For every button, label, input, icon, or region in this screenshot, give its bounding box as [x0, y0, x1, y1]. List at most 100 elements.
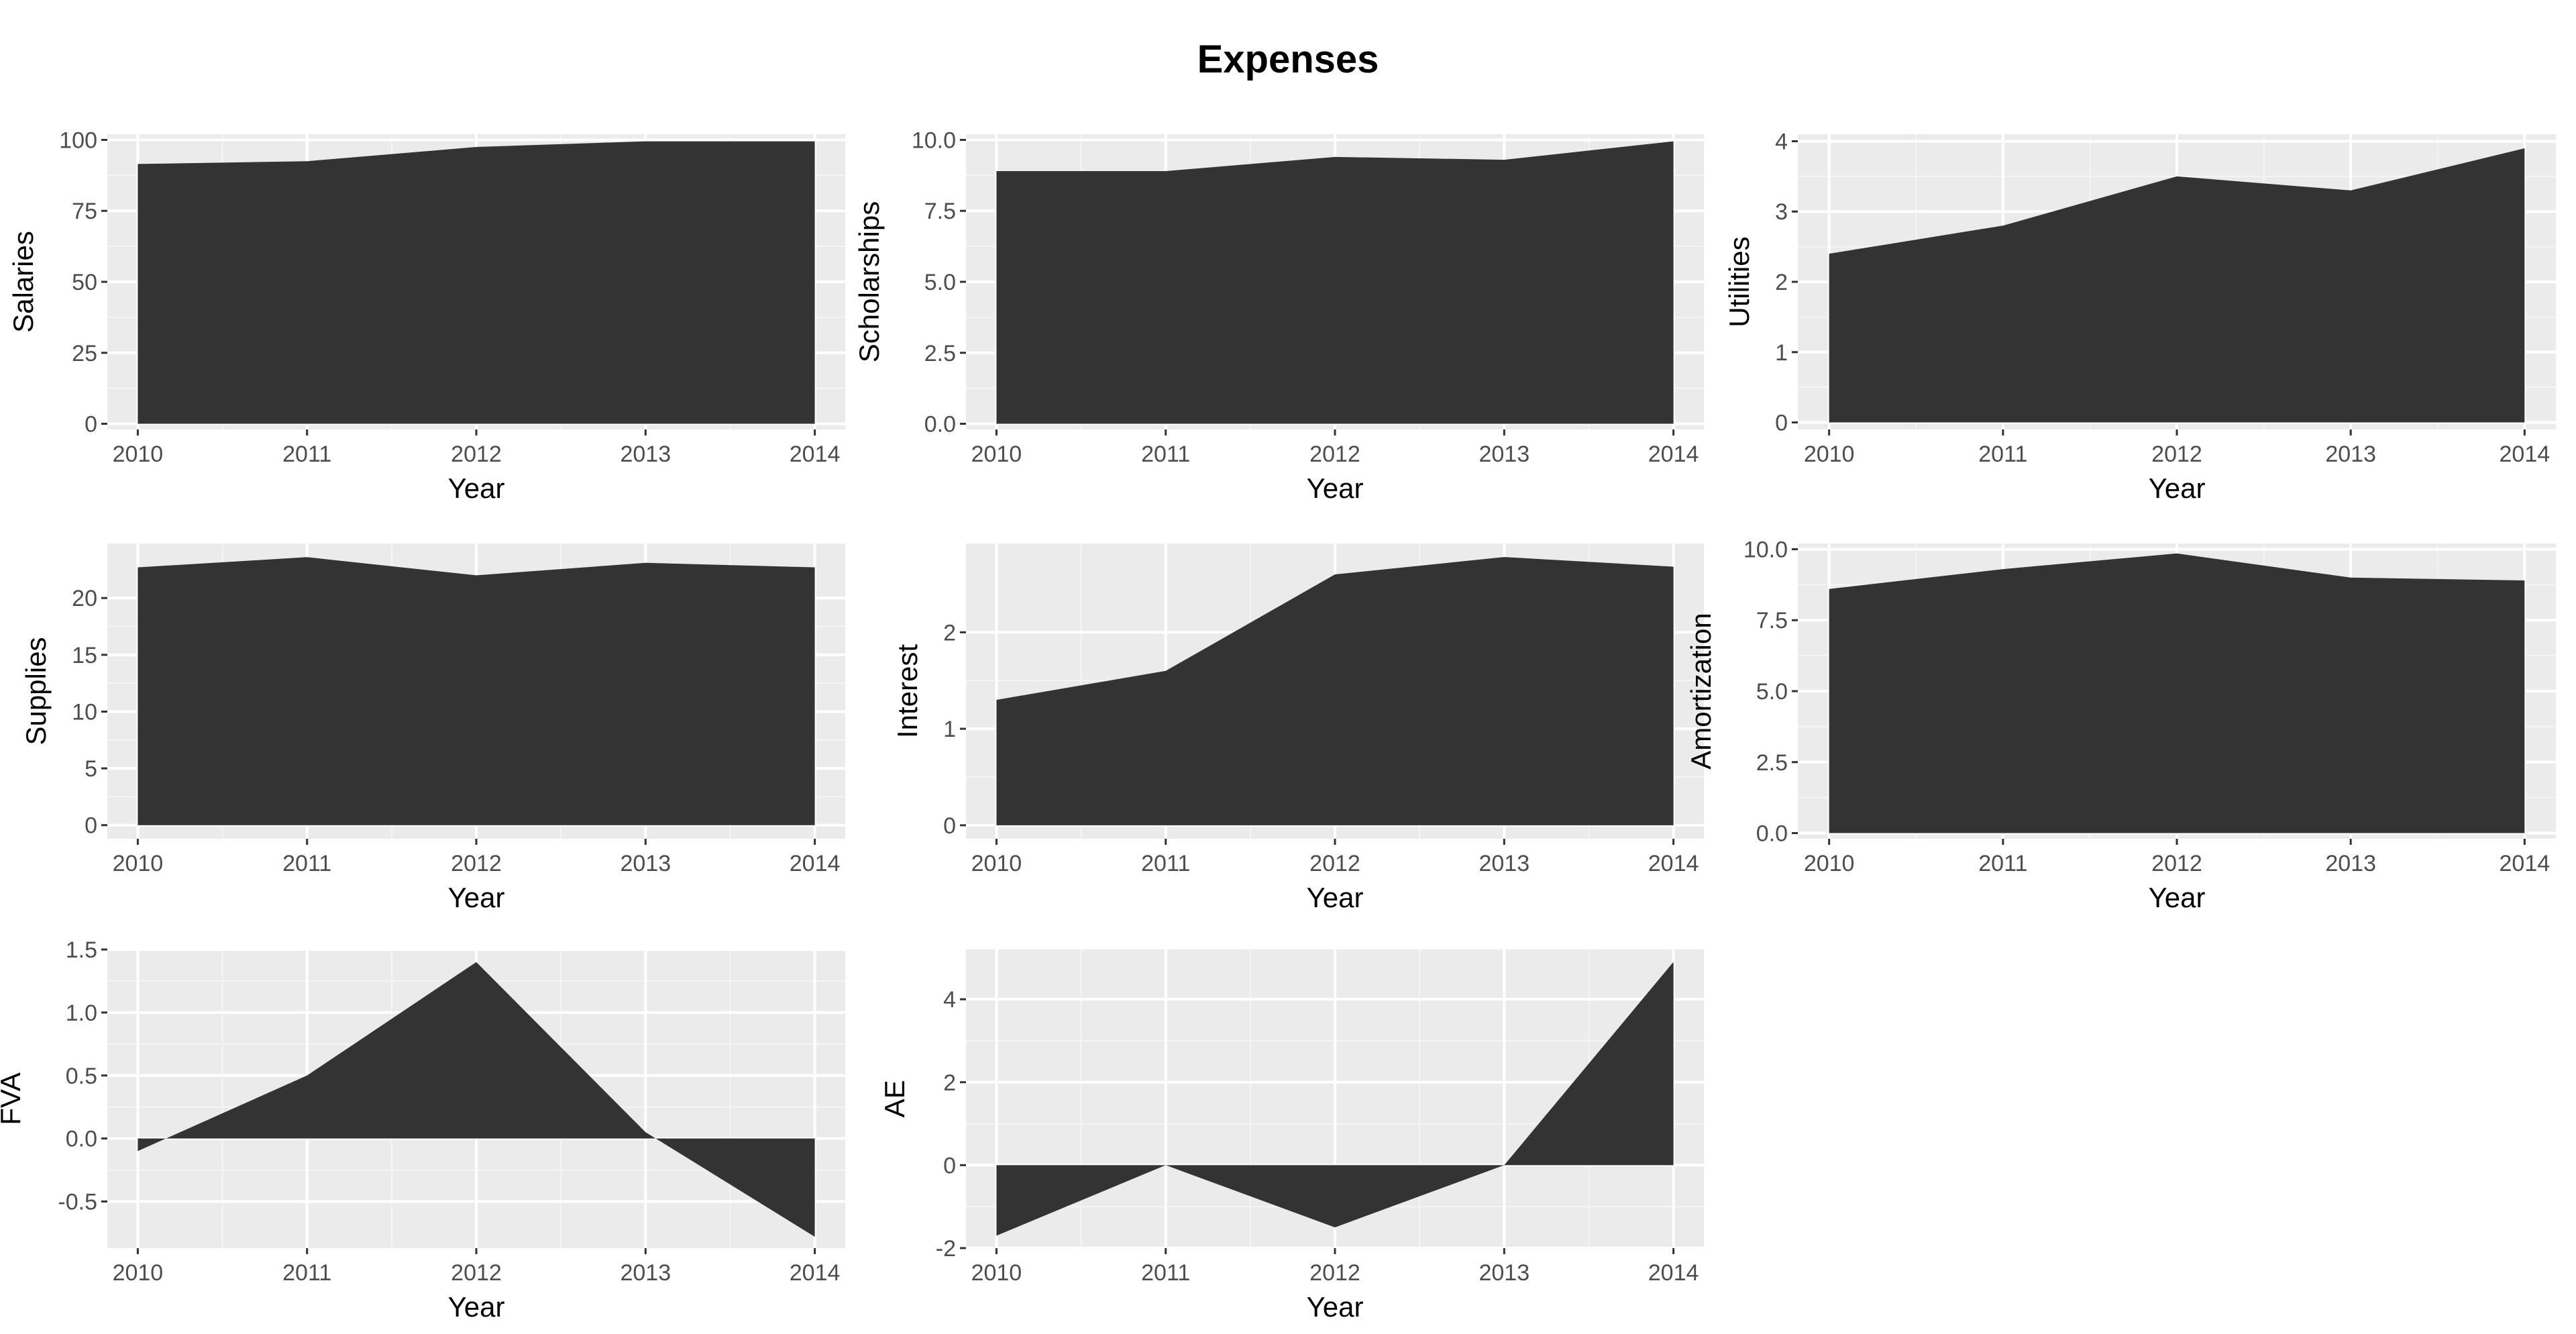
utilities-x-tick-label: 2010	[1804, 442, 1855, 467]
utilities-y-tick-label: 3	[1775, 199, 1788, 225]
scholarships-x-tick-label: 2010	[971, 442, 1022, 467]
scholarships-area	[996, 141, 1674, 424]
utilities-x-tick-label: 2013	[2325, 442, 2376, 467]
scholarships-x-tick-label: 2011	[1141, 442, 1190, 467]
fva-y-axis-title: FVA	[0, 1072, 26, 1125]
salaries-x-tick-label: 2014	[790, 442, 841, 467]
interest-x-tick-label: 2011	[1141, 851, 1190, 876]
amortization-x-tick-label: 2010	[1804, 851, 1855, 876]
scholarships-y-axis-title: Scholarships	[853, 201, 885, 362]
salaries-x-axis-title: Year	[448, 472, 505, 504]
salaries-area	[138, 141, 815, 424]
supplies-y-tick-label: 5	[85, 756, 97, 782]
ae-y-tick-label: 4	[943, 987, 956, 1013]
interest-x-tick-label: 2013	[1479, 851, 1529, 876]
supplies-area	[138, 557, 815, 825]
amortization-y-tick-label: 5.0	[1756, 679, 1788, 705]
supplies-panel: 0 5 10 15 20 2010 2011 2012 2013 2014 Year Supplies	[20, 544, 845, 913]
utilities-y-tick-label: 0	[1775, 411, 1788, 436]
amortization-y-tick-label: 7.5	[1756, 608, 1788, 633]
amortization-y-tick-label: 10.0	[1743, 537, 1788, 562]
supplies-x-tick-label: 2010	[113, 851, 164, 876]
utilities-panel: 0 1 2 3 4 2010 2011 2012 2013 2014 Year Utilities	[1723, 129, 2556, 504]
supplies-x-tick-label: 2013	[620, 851, 671, 876]
utilities-y-tick-label: 1	[1775, 340, 1788, 366]
interest-y-axis-title: Interest	[892, 644, 923, 738]
salaries-y-tick-label: 75	[72, 199, 97, 224]
fva-y-tick-label: 1.0	[66, 1000, 97, 1026]
amortization-x-tick-label: 2014	[2500, 851, 2551, 876]
amortization-y-tick-label: 0.0	[1756, 821, 1788, 847]
amortization-y-axis-title: Amortization	[1685, 613, 1717, 769]
salaries-y-tick-label: 100	[59, 127, 97, 153]
ae-x-tick-label: 2014	[1648, 1260, 1699, 1286]
amortization-x-tick-label: 2012	[2151, 851, 2202, 876]
fva-x-tick-label: 2012	[451, 1260, 502, 1286]
salaries-x-tick-label: 2011	[282, 442, 331, 467]
utilities-x-axis-title: Year	[2149, 472, 2206, 504]
supplies-y-tick-label: 10	[72, 699, 97, 725]
ae-panel: -2 0 2 4 2010 2011 2012 2013 2014 Year AE	[879, 950, 1704, 1323]
ae-x-tick-label: 2013	[1479, 1260, 1529, 1286]
scholarships-y-tick-label: 2.5	[924, 341, 956, 366]
salaries-y-tick-label: 50	[72, 270, 97, 295]
scholarships-x-axis-title: Year	[1307, 472, 1364, 504]
fva-y-tick-label: 0.0	[66, 1127, 97, 1152]
ae-x-tick-label: 2012	[1309, 1260, 1360, 1286]
interest-panel: 0 1 2 2010 2011 2012 2013 2014 Year Interest	[892, 544, 1704, 913]
fva-x-tick-label: 2010	[113, 1260, 164, 1286]
fva-y-tick-label: -0.5	[58, 1190, 97, 1215]
amortization-x-axis-title: Year	[2149, 882, 2206, 913]
amortization-area	[1829, 553, 2525, 833]
fva-x-tick-label: 2013	[620, 1260, 671, 1286]
amortization-y-tick-label: 2.5	[1756, 750, 1788, 776]
utilities-x-tick-label: 2014	[2500, 442, 2551, 467]
amortization-x-tick-label: 2011	[1978, 851, 2027, 876]
interest-area	[996, 557, 1674, 825]
salaries-y-axis-title: Salaries	[7, 231, 39, 333]
salaries-y-tick-label: 25	[72, 341, 97, 366]
scholarships-x-tick-label: 2013	[1479, 442, 1529, 467]
ae-x-tick-label: 2010	[971, 1260, 1022, 1286]
supplies-x-tick-label: 2011	[282, 851, 331, 876]
ae-y-axis-title: AE	[879, 1080, 910, 1117]
ae-x-tick-label: 2011	[1141, 1260, 1190, 1286]
salaries-x-tick-label: 2013	[620, 442, 671, 467]
scholarships-y-tick-label: 7.5	[924, 199, 956, 224]
utilities-x-tick-label: 2012	[2151, 442, 2202, 467]
fva-x-tick-label: 2011	[282, 1260, 331, 1286]
interest-y-tick-label: 0	[943, 813, 956, 839]
scholarships-x-tick-label: 2014	[1648, 442, 1699, 467]
supplies-x-axis-title: Year	[448, 882, 505, 913]
interest-x-tick-label: 2010	[971, 851, 1022, 876]
scholarships-x-tick-label: 2012	[1309, 442, 1360, 467]
salaries-x-tick-label: 2010	[113, 442, 164, 467]
amortization-panel: 0.0 2.5 5.0 7.5 10.0 2010 2011 2012 2013 2014 Year…	[1685, 537, 2556, 913]
ae-y-tick-label: -2	[936, 1236, 956, 1262]
ae-area	[996, 962, 1674, 1236]
interest-x-tick-label: 2014	[1648, 851, 1699, 876]
interest-y-tick-label: 1	[943, 717, 956, 742]
ae-y-tick-label: 2	[943, 1070, 956, 1096]
interest-x-axis-title: Year	[1307, 882, 1364, 913]
scholarships-panel: 0.0 2.5 5.0 7.5 10.0 2010 2011 2012 2013 2014 Year…	[853, 127, 1704, 504]
fva-x-tick-label: 2014	[790, 1260, 841, 1286]
supplies-y-tick-label: 15	[72, 643, 97, 668]
scholarships-y-tick-label: 5.0	[924, 270, 956, 295]
salaries-y-tick-label: 0	[85, 412, 97, 438]
interest-x-tick-label: 2012	[1309, 851, 1360, 876]
ae-x-axis-title: Year	[1307, 1291, 1364, 1323]
ae-y-tick-label: 0	[943, 1153, 956, 1178]
supplies-y-tick-label: 0	[85, 813, 97, 839]
fva-x-axis-title: Year	[448, 1291, 505, 1323]
fva-area	[138, 962, 815, 1237]
supplies-x-tick-label: 2014	[790, 851, 841, 876]
utilities-y-tick-label: 4	[1775, 129, 1788, 154]
salaries-x-tick-label: 2012	[451, 442, 502, 467]
utilities-area	[1829, 148, 2525, 423]
salaries-panel: 0 25 50 75 100 2010 2011 2012 2013 2014 Year Salari…	[7, 127, 845, 504]
fva-y-tick-label: 0.5	[66, 1064, 97, 1089]
supplies-y-axis-title: Supplies	[20, 637, 52, 745]
fva-y-tick-label: 1.5	[66, 937, 97, 963]
